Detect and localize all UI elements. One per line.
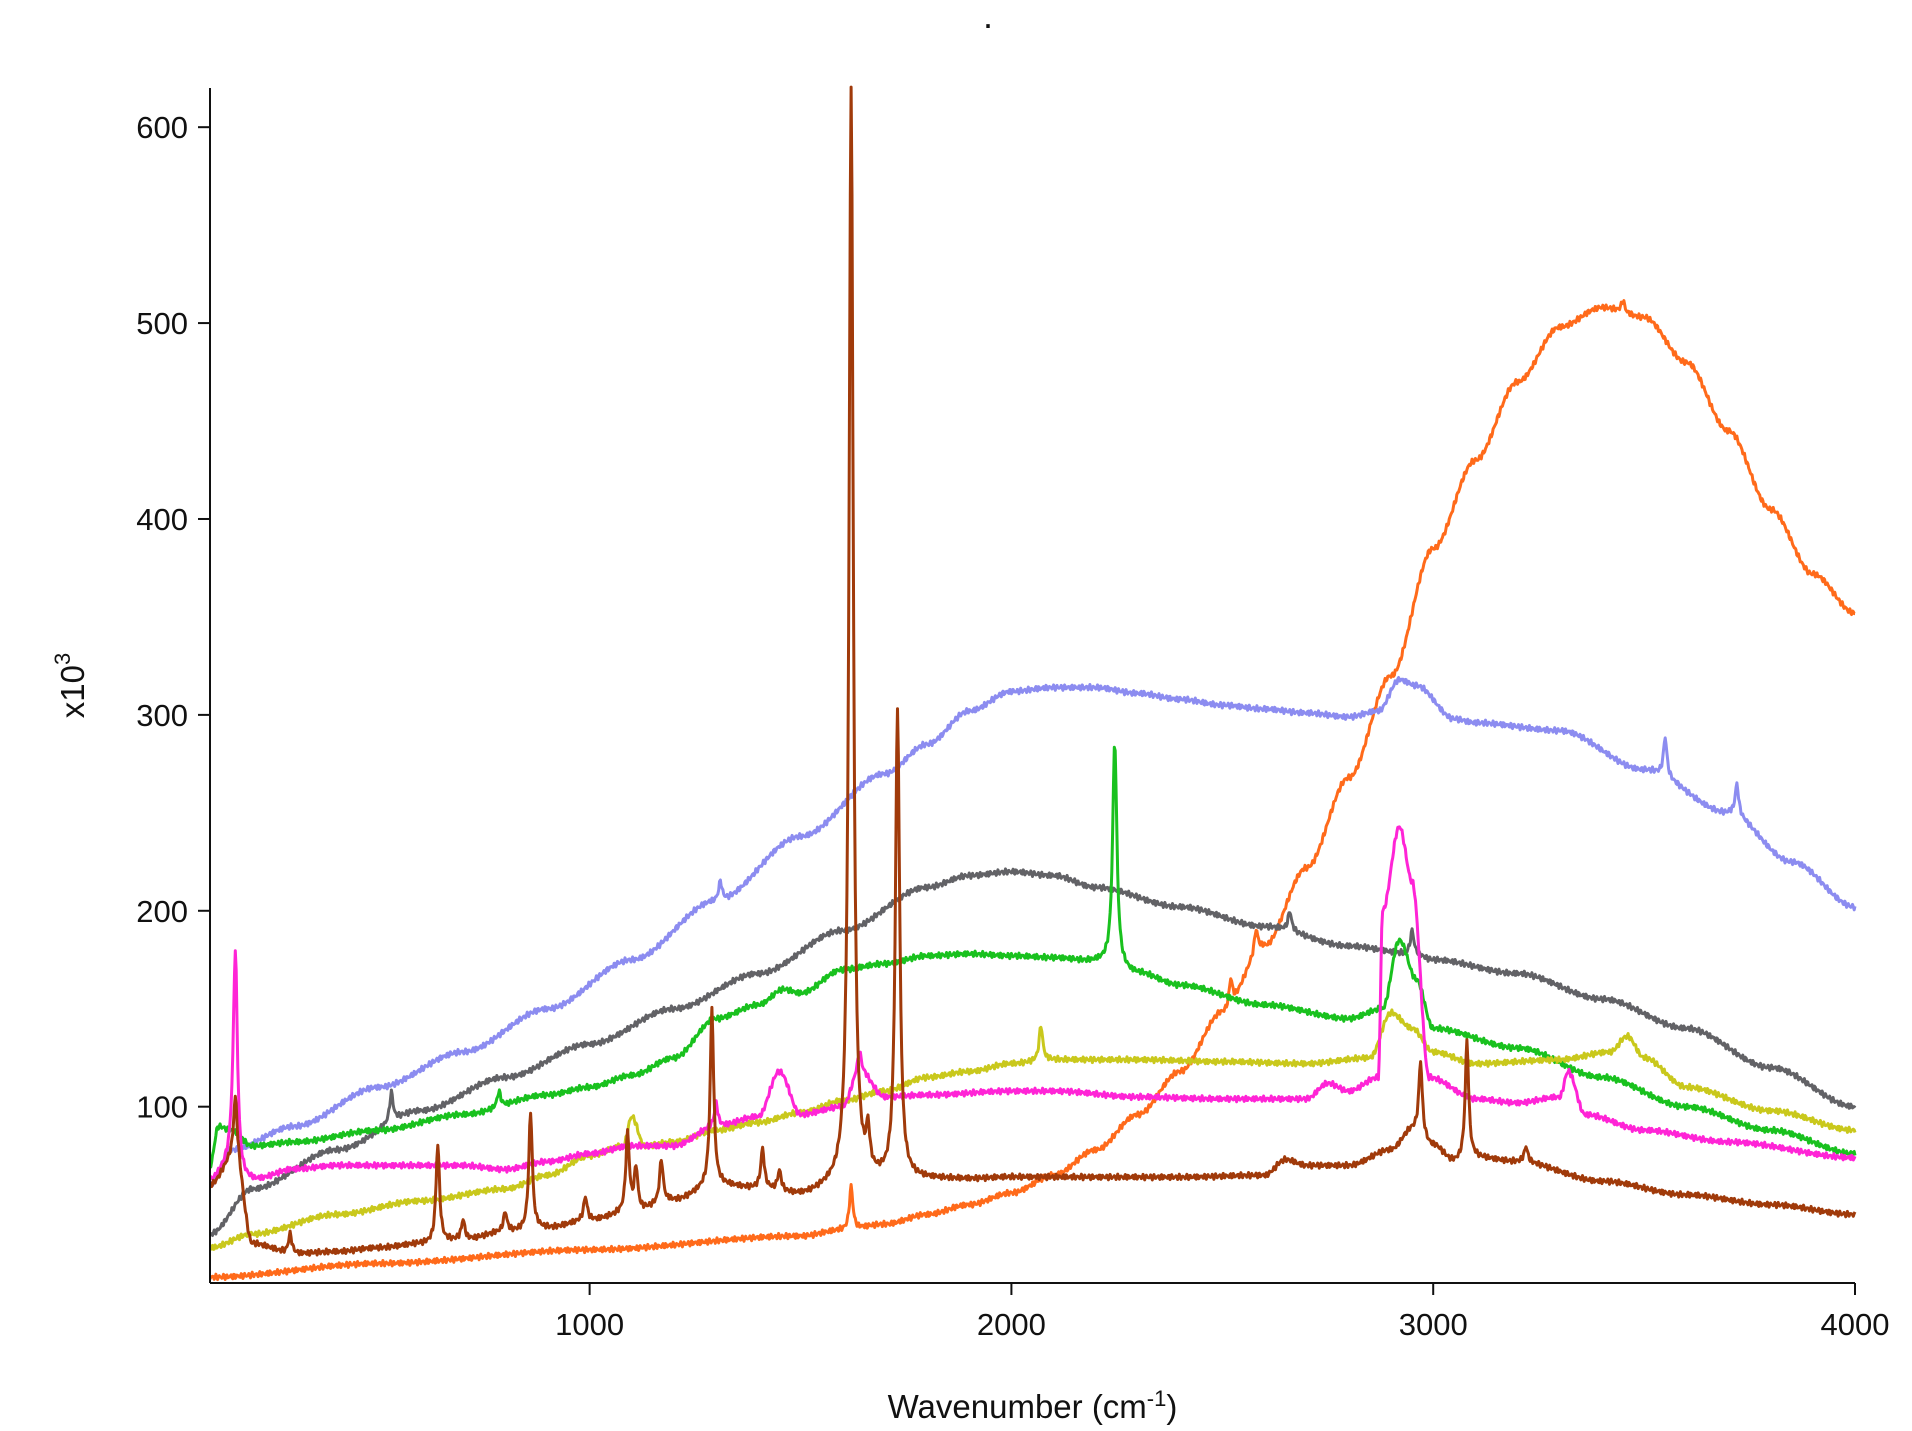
x-tick-label: 3000 — [1399, 1307, 1468, 1342]
series-line-3 — [210, 867, 1857, 1237]
x-axis-title-sup: -1 — [1147, 1386, 1167, 1411]
x-axis-title: Wavenumber (cm-1) — [888, 1386, 1178, 1425]
y-axis-title: x103 — [50, 653, 91, 718]
y-tick-label: 500 — [136, 306, 188, 341]
series-line-1 — [210, 299, 1856, 1282]
x-axis-title-close: ) — [1166, 1388, 1177, 1425]
series-line-5 — [210, 1008, 1857, 1251]
x-tick-label: 1000 — [555, 1307, 624, 1342]
series-line-4 — [210, 745, 1857, 1169]
y-axis-title-main: x10 — [54, 665, 91, 718]
series-line-2 — [210, 676, 1857, 1188]
top-mark: . — [983, 0, 993, 36]
x-tick-label: 4000 — [1821, 1307, 1890, 1342]
y-tick-label: 300 — [136, 698, 188, 733]
y-axis-title-sup: 3 — [50, 653, 75, 665]
x-tick-label: 2000 — [977, 1307, 1046, 1342]
x-axis-title-main: Wavenumber (cm — [888, 1388, 1147, 1425]
y-axis-ticks: 100 200 300 400 500 600 — [136, 110, 210, 1125]
y-tick-label: 100 — [136, 1090, 188, 1125]
x-axis-ticks: 1000 2000 3000 4000 — [555, 1283, 1889, 1342]
series-line-6 — [210, 825, 1857, 1182]
plot-area — [210, 85, 1857, 1282]
y-tick-label: 600 — [136, 110, 188, 145]
y-tick-label: 400 — [136, 502, 188, 537]
y-tick-label: 200 — [136, 894, 188, 929]
series-layer — [210, 85, 1857, 1282]
series-line-7 — [210, 85, 1857, 1257]
